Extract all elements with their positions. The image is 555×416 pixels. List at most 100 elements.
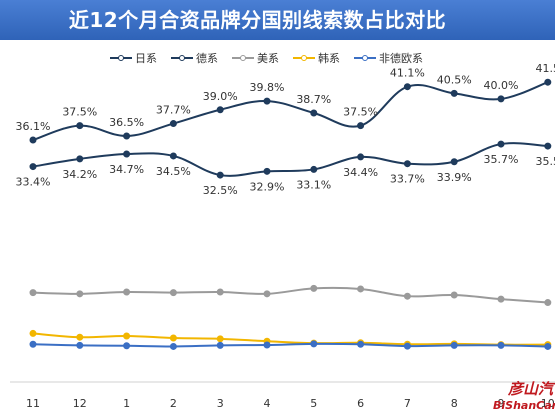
data-point [310,284,318,292]
x-tick-label: 1 [123,397,130,410]
data-point [403,342,411,350]
data-label: 34.7% [109,163,144,176]
data-point [123,288,131,296]
legend-label: 韩系 [318,52,340,65]
legend-item: 美系 [232,50,279,66]
data-point [450,341,458,349]
data-point [29,163,37,171]
data-point [544,142,552,150]
legend-marker [118,55,124,61]
data-label: 34.4% [343,166,378,179]
x-tick-label: 6 [357,397,364,410]
data-point [169,342,177,350]
data-point [357,153,365,161]
data-point [29,340,37,348]
legend-marker [301,55,307,61]
data-point [497,95,505,103]
data-point [357,340,365,348]
watermark-en: BiShanCar [493,399,555,412]
data-point [403,292,411,300]
data-label: 33.9% [437,171,472,184]
data-point [29,329,37,337]
data-label: 32.5% [203,184,238,197]
legend-item: 韩系 [293,50,340,66]
data-point [403,83,411,91]
data-point [497,295,505,303]
data-point [169,334,177,342]
data-point [123,150,131,158]
data-point [29,289,37,297]
data-point [497,341,505,349]
data-point [29,136,37,144]
legend-label: 德系 [196,52,218,65]
chart-title: 近12个月合资品牌分国别线索数占比对比 [0,0,555,40]
legend: 日系 德系 美系 韩系 非德欧系 [110,50,423,66]
data-label: 37.7% [156,104,191,117]
data-label: 37.5% [343,106,378,119]
legend-marker [362,55,368,61]
data-point [216,341,224,349]
x-tick-label: 5 [310,397,317,410]
data-point [169,120,177,128]
data-point [450,291,458,299]
data-point [216,106,224,114]
data-point [169,289,177,297]
data-label: 40.5% [437,73,472,86]
legend-label: 非德欧系 [379,52,423,65]
data-label: 38.7% [296,93,331,106]
data-point [76,290,84,298]
legend-swatch [171,53,193,63]
x-tick-label: 12 [73,397,87,410]
legend-swatch [354,53,376,63]
x-tick-label: 11 [26,397,40,410]
data-point [123,132,131,140]
data-label: 33.1% [296,178,331,191]
watermark-cn: 彦山汽 [507,380,553,398]
legend-marker [240,55,246,61]
data-point [216,335,224,343]
data-point [310,165,318,173]
data-label: 33.7% [390,173,425,186]
data-point [263,341,271,349]
legend-swatch [110,53,132,63]
series-line [32,81,549,141]
data-label: 40.0% [484,79,519,92]
data-point [263,167,271,175]
data-point [216,171,224,179]
data-label: 36.1% [16,120,51,133]
data-label: 36.5% [109,116,144,129]
x-tick-label: 7 [404,397,411,410]
data-point [450,158,458,166]
data-point [544,342,552,350]
data-point [76,155,84,163]
data-point [169,152,177,160]
data-point [403,160,411,168]
data-point [357,122,365,130]
data-point [310,340,318,348]
data-label: 41.1% [390,67,425,80]
series-line [32,142,548,177]
x-tick-label: 2 [170,397,177,410]
series-line [32,286,548,304]
data-label: 35.5 [536,155,555,168]
legend-marker [179,55,185,61]
data-point [263,97,271,105]
data-point [123,342,131,350]
legend-label: 日系 [135,52,157,65]
data-point [450,89,458,97]
series-line [32,332,548,346]
x-tick-label: 3 [217,397,224,410]
data-point [76,122,84,130]
x-tick-label: 9 [498,397,505,410]
data-point [216,288,224,296]
data-point [263,290,271,298]
title-bar [0,0,555,40]
x-tick-label: 8 [451,397,458,410]
x-tick-label: 4 [264,397,271,410]
data-point [544,78,552,86]
data-point [76,333,84,341]
chart-title-text: 近12个月合资品牌分国别线索数占比对比 [68,8,447,32]
legend-item: 非德欧系 [354,50,423,66]
x-tick-label: 10 [541,397,555,410]
